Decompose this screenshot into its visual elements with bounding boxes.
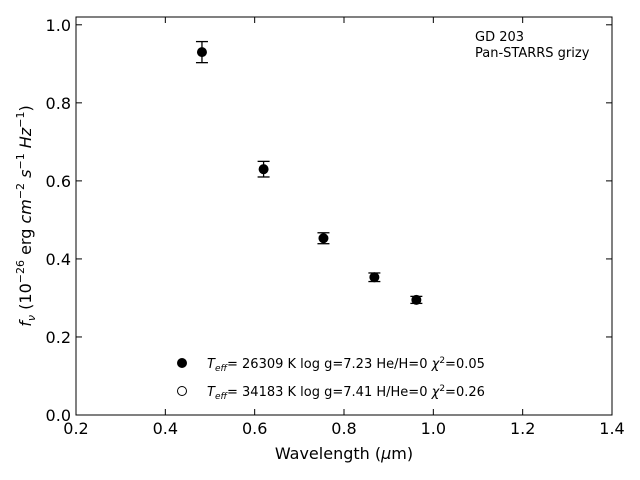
x-tick-label: 0.6 <box>242 419 267 438</box>
data-point <box>369 272 380 283</box>
data-point <box>258 164 269 175</box>
y-axis-label: fν (10−26 erg cm−2 s−1 Hz−1) <box>14 105 38 326</box>
y-tick-label: 0.4 <box>46 250 71 269</box>
data-point <box>318 233 329 244</box>
data-point <box>411 294 422 305</box>
legend-entry-2: Teff= 34183 K log g=7.41 H/He=0 χ2=0.26 <box>207 384 485 402</box>
data-point <box>196 47 207 58</box>
annotation-survey: Pan-STARRS grizy <box>475 46 590 61</box>
legend: Teff= 26309 K log g=7.23 He/H=0 χ2=0.05 … <box>177 356 485 402</box>
x-tick-label: 1.4 <box>599 419 624 438</box>
x-tick-label: 0.4 <box>153 419 178 438</box>
x-tick-label: 1.2 <box>510 419 535 438</box>
y-tick-label: 0.6 <box>46 172 71 191</box>
y-tick-label: 0.2 <box>46 328 71 347</box>
y-tick-label: 1.0 <box>46 16 71 35</box>
data-marks <box>195 40 423 305</box>
y-tick-label: 0.0 <box>46 406 71 425</box>
axis-ticks: 0.2 0.4 0.6 0.8 1.0 1.2 1.40.00.20.40.60.81.0 <box>46 16 625 438</box>
x-tick-label: 1.0 <box>421 419 446 438</box>
x-tick-label: 0.2 <box>63 419 88 438</box>
x-axis-label: Wavelength (μm) <box>275 444 413 463</box>
legend-marker-filled <box>177 358 187 368</box>
legend-marker-open <box>177 386 187 396</box>
annotation-star-name: GD 203 <box>475 30 524 45</box>
plot-frame <box>75 16 613 416</box>
y-tick-label: 0.8 <box>46 94 71 113</box>
x-tick-label: 0.8 <box>331 419 356 438</box>
legend-entry-1: Teff= 26309 K log g=7.23 He/H=0 χ2=0.05 <box>207 356 485 374</box>
